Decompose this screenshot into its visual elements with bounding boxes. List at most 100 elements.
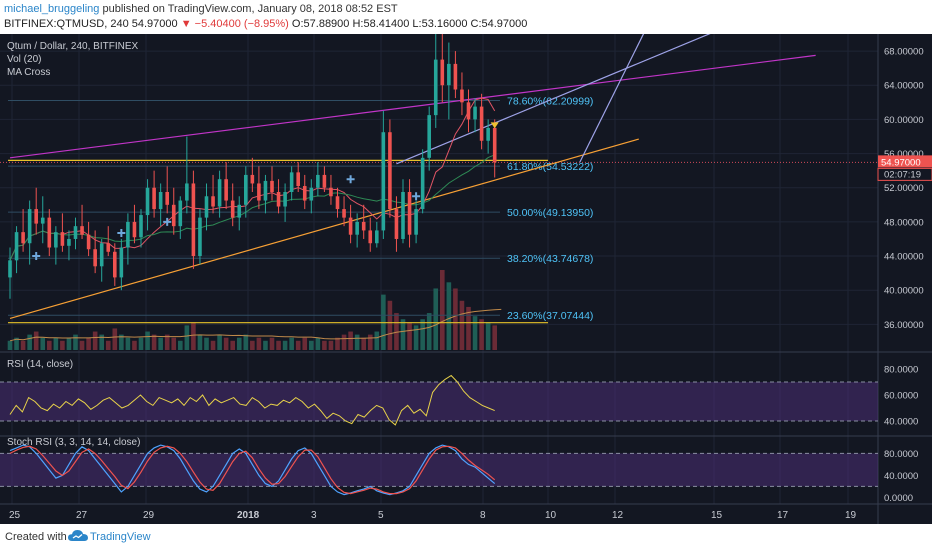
time-tick-label: 3 — [311, 510, 317, 521]
volume-bar — [33, 331, 39, 350]
volume-bar — [171, 337, 177, 350]
price-tick-label: 68.00000 — [884, 47, 924, 58]
rsi-tick-label: 60.0000 — [884, 391, 918, 402]
volume-bar — [66, 337, 72, 350]
symbol-price: 54.97000 — [131, 18, 178, 30]
candle-body — [420, 157, 425, 210]
volume-bar — [145, 331, 150, 350]
candle-body — [171, 204, 176, 227]
volume-bar — [426, 313, 432, 350]
ma-cross-lines — [9, 97, 496, 261]
countdown-label: 02:07:19 — [884, 169, 921, 180]
ma-slow-line — [9, 154, 495, 261]
candle-body — [355, 221, 359, 235]
volume-bar — [328, 340, 334, 350]
volume-bar — [236, 337, 242, 350]
candle-body — [178, 200, 183, 227]
price-axis[interactable]: 68.00000 64.00000 60.00000 56.00000 52.00000… — [877, 47, 932, 504]
stoch-k-line — [9, 444, 496, 496]
candle-body — [34, 209, 38, 224]
chart-title: Qtum / Dollar, 240, BITFINEX — [7, 41, 139, 52]
volume-bar — [20, 340, 26, 350]
candle-body — [217, 179, 222, 207]
volume-bar — [184, 325, 190, 350]
last-price-label: 54.97000 — [881, 157, 921, 168]
candle-body — [106, 243, 111, 252]
stoch-d-line — [9, 445, 496, 495]
volume-bar — [479, 319, 484, 350]
volume-bar — [492, 325, 497, 350]
volume-bar — [138, 337, 144, 350]
published-text: published on TradingView.com, January 08… — [102, 3, 398, 15]
volume-bar — [86, 337, 91, 350]
chart-background — [0, 34, 932, 524]
price-chart[interactable]: 78.60%(62.20999) 61.80%(54.53222) 50.00%(4… — [0, 34, 932, 524]
candle-body — [283, 192, 287, 207]
volume-bar — [433, 288, 439, 350]
volume-bar — [256, 337, 262, 350]
candle-body — [348, 217, 353, 235]
candle-body — [381, 132, 386, 231]
volume-bar — [125, 337, 131, 350]
symbol-line: BITFINEX:QTMUSD, 240 54.97000 ▼ −5.40400… — [4, 18, 527, 30]
volume-bar — [40, 337, 46, 350]
candle-body — [486, 127, 490, 141]
candle-body — [479, 106, 484, 141]
candles — [8, 34, 497, 299]
time-tick-label: 29 — [143, 510, 155, 521]
trendline-support — [9, 138, 639, 319]
candle-body — [394, 209, 399, 239]
volume-bar — [197, 334, 203, 350]
ohlc-values: O:57.88900 H:58.41400 L:53.16000 C:54.97… — [291, 18, 528, 30]
time-axis[interactable]: 25 27 29 2018 3 5 8 10 12 15 17 19 — [9, 510, 857, 521]
candle-body — [361, 221, 366, 231]
candle-body — [67, 238, 71, 246]
candle-body — [329, 187, 333, 197]
price-tick-label: 64.00000 — [884, 81, 924, 92]
candle-body — [132, 221, 137, 238]
rsi-pane — [0, 374, 878, 426]
candle-body — [460, 89, 464, 103]
price-tick-label: 60.00000 — [884, 115, 924, 126]
trendline-line-b — [579, 34, 645, 163]
candle-body — [40, 217, 45, 224]
publish-line: michael_bruggeling published on TradingV… — [4, 3, 398, 15]
volume-bar — [164, 334, 170, 350]
rsi-tick-label: 80.0000 — [884, 365, 918, 376]
ma-cross-marker — [163, 217, 172, 226]
countdown-badge — [877, 167, 932, 181]
volume-bar — [217, 334, 222, 350]
volume-bar — [53, 337, 59, 350]
candle-body — [60, 232, 65, 246]
created-with-text: Created with — [5, 531, 67, 543]
time-tick-label: 8 — [480, 510, 486, 521]
candle-body — [211, 196, 215, 207]
candle-body — [86, 234, 91, 250]
candle-body — [316, 174, 320, 188]
candle-body — [191, 183, 196, 257]
candle-body — [447, 63, 451, 86]
rsi-line — [9, 374, 495, 426]
volume-bar — [295, 340, 301, 350]
tradingview-brand[interactable]: TradingView — [90, 531, 151, 543]
volume-bar — [407, 322, 412, 350]
time-tick-label: 25 — [9, 510, 21, 521]
stoch-rsi-legend: Stoch RSI (3, 3, 14, 14, close) — [7, 437, 141, 448]
candle-body — [368, 230, 373, 244]
price-tick-label: 48.00000 — [884, 217, 924, 228]
volume-bar — [210, 340, 216, 350]
candle-body — [8, 260, 12, 278]
stoch-band — [0, 453, 878, 487]
candle-body — [257, 183, 261, 201]
volume-bar — [250, 340, 255, 350]
volume-bar — [112, 328, 118, 350]
volume-bar — [282, 340, 288, 350]
candle-body — [276, 192, 281, 207]
volume-bar — [367, 334, 373, 350]
candle-body — [93, 249, 97, 267]
time-tick-label: 17 — [777, 510, 789, 521]
volume-bar — [322, 340, 327, 350]
price-tick-label: 56.00000 — [884, 149, 924, 160]
volume-bar — [289, 337, 294, 350]
author-link[interactable]: michael_bruggeling — [4, 3, 100, 15]
